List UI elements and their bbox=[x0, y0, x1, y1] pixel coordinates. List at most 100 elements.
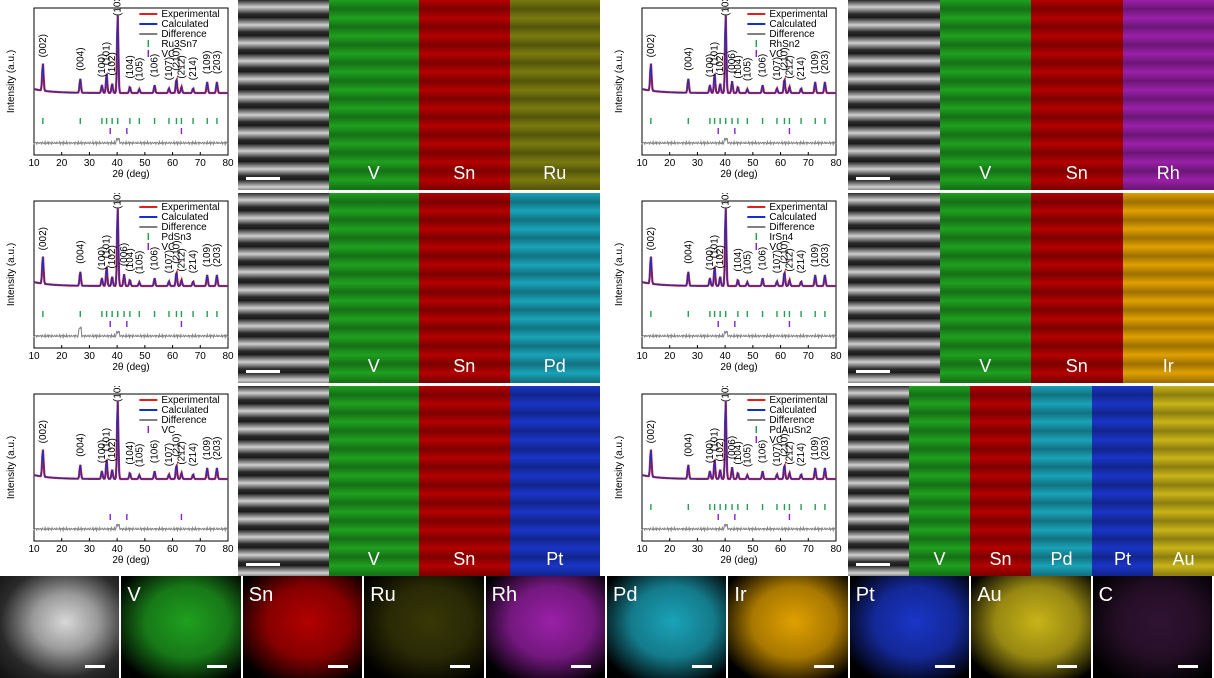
peak-label: (109) bbox=[202, 437, 213, 460]
legend-entry: IrSn4 bbox=[769, 232, 793, 243]
elemental-map-label: C bbox=[1098, 584, 1114, 606]
elemental-map-au: Au bbox=[971, 576, 1091, 678]
elemental-map-rh: Rh bbox=[485, 576, 605, 678]
scale-bar bbox=[246, 563, 280, 566]
peak-label: (104) bbox=[125, 441, 136, 464]
scale-bar bbox=[570, 665, 591, 668]
x-tick-label: 10 bbox=[28, 544, 40, 555]
peak-label: (100) bbox=[97, 440, 108, 463]
x-tick-label: 70 bbox=[195, 351, 207, 362]
peak-label: (102) bbox=[107, 52, 118, 75]
eds-map-v: V bbox=[328, 386, 419, 576]
elemental-map-label: Pt bbox=[855, 584, 875, 606]
peak-label: (109) bbox=[810, 51, 821, 74]
eds-map-sn: Sn bbox=[419, 386, 510, 576]
peak-label: (105) bbox=[134, 58, 145, 81]
haadf-image bbox=[238, 386, 329, 576]
peak-label: (105) bbox=[742, 251, 753, 274]
legend-entry: Difference bbox=[161, 222, 207, 233]
elemental-map-ir: Ir bbox=[728, 576, 848, 678]
legend-entry: VC bbox=[161, 49, 175, 60]
peak-label: (102) bbox=[715, 438, 726, 461]
scale-bar bbox=[813, 665, 834, 668]
xrd-panel-i: 10 20 30 40 50 60 70 80 2θ (deg) Intensity (a.u.)… bbox=[0, 386, 236, 576]
legend-entry: Ru3Sn7 bbox=[161, 39, 198, 50]
x-tick-label: 50 bbox=[747, 351, 759, 362]
elemental-map-pt: Pt bbox=[849, 576, 970, 678]
calculated-curve bbox=[33, 208, 228, 287]
eds-map-label: Ir bbox=[1162, 356, 1174, 376]
eds-map-label: V bbox=[979, 356, 992, 376]
scale-bar bbox=[1177, 665, 1198, 668]
peak-label: (203) bbox=[820, 437, 831, 460]
peak-label: (104) bbox=[733, 441, 744, 464]
x-tick-label: 40 bbox=[720, 351, 732, 362]
legend-entry: Calculated bbox=[161, 19, 208, 30]
scale-bar bbox=[246, 177, 280, 180]
eds-map-sn: Sn bbox=[1031, 0, 1123, 190]
peak-label: (214) bbox=[188, 57, 199, 80]
x-tick-label: 60 bbox=[167, 544, 179, 555]
x-tick-label: 80 bbox=[222, 544, 234, 555]
peak-label: (105) bbox=[134, 251, 145, 274]
legend-entry: Experimental bbox=[769, 395, 827, 406]
haadf-image bbox=[848, 193, 940, 383]
elemental-map-label: V bbox=[127, 584, 141, 606]
x-axis-label: 2θ (deg) bbox=[112, 169, 149, 180]
legend-entry: VC bbox=[161, 425, 175, 436]
peak-label: (210) bbox=[171, 433, 182, 456]
y-axis-label: Intensity (a.u.) bbox=[6, 50, 17, 113]
eds-map-label: Au bbox=[1172, 549, 1195, 569]
x-axis-label: 2θ (deg) bbox=[720, 555, 757, 566]
eds-map-label: Sn bbox=[1065, 163, 1088, 183]
eds-map-v: V bbox=[939, 0, 1031, 190]
eds-map-v: V bbox=[328, 193, 419, 383]
x-tick-label: 40 bbox=[112, 544, 124, 555]
x-tick-label: 30 bbox=[84, 544, 96, 555]
peak-label: (107) bbox=[772, 57, 783, 80]
peak-label: (109) bbox=[810, 437, 821, 460]
haadf-image bbox=[848, 386, 909, 576]
peak-label: (210) bbox=[779, 433, 790, 456]
x-tick-label: 80 bbox=[222, 351, 234, 362]
elemental-map-label: Pd bbox=[613, 584, 638, 606]
peak-label: (214) bbox=[796, 443, 807, 466]
elemental-map-c: C bbox=[1092, 576, 1212, 678]
elemental-map-label: Ir bbox=[734, 584, 747, 606]
peak-label: (006) bbox=[727, 50, 738, 73]
legend-entry: RhSn2 bbox=[769, 39, 800, 50]
legend-entry: Calculated bbox=[161, 212, 208, 223]
peak-label: (101) bbox=[102, 235, 113, 258]
legend-entry: Experimental bbox=[769, 202, 827, 213]
x-tick-label: 10 bbox=[28, 351, 40, 362]
peak-label: (002) bbox=[646, 420, 657, 443]
peak-label: (105) bbox=[742, 444, 753, 467]
calculated-curve bbox=[33, 15, 228, 94]
x-tick-label: 10 bbox=[636, 158, 648, 169]
x-tick-label: 30 bbox=[84, 158, 96, 169]
xrd-panel-k: 10 20 30 40 50 60 70 80 2θ (deg) Intensity (a.u.)… bbox=[608, 386, 844, 576]
x-tick-label: 30 bbox=[692, 544, 704, 555]
eds-map-label: V bbox=[933, 549, 946, 569]
peak-label: (100) bbox=[705, 247, 716, 270]
peak-label: (105) bbox=[134, 444, 145, 467]
peak-label: (104) bbox=[125, 248, 136, 271]
calculated-curve bbox=[33, 401, 228, 480]
elemental-map-label: Au bbox=[977, 584, 1002, 606]
xrd-panel-g: 10 20 30 40 50 60 70 80 2θ (deg) Intensity (a.u.)… bbox=[608, 193, 844, 383]
peak-label: (102) bbox=[715, 245, 726, 268]
x-tick-label: 10 bbox=[636, 544, 648, 555]
x-tick-label: 80 bbox=[830, 158, 842, 169]
x-tick-label: 20 bbox=[664, 158, 676, 169]
x-tick-label: 60 bbox=[167, 351, 179, 362]
peak-label: (101) bbox=[710, 428, 721, 451]
eds-map-label: V bbox=[367, 549, 380, 569]
peak-label: (210) bbox=[171, 47, 182, 70]
haadf-image bbox=[848, 0, 940, 190]
difference-curve bbox=[641, 137, 837, 147]
difference-curve bbox=[33, 523, 229, 533]
eds-map-label: Pd bbox=[543, 356, 566, 376]
peak-label: (100) bbox=[705, 54, 716, 77]
peak-label: (102) bbox=[715, 52, 726, 75]
x-tick-label: 30 bbox=[692, 158, 704, 169]
